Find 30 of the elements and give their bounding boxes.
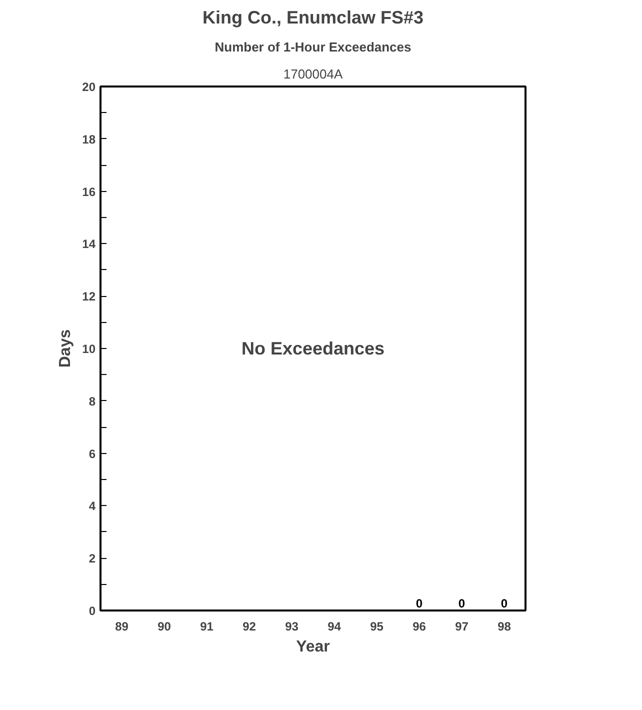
y-tick-label: 6 <box>88 446 96 461</box>
x-tick-label: 96 <box>412 620 426 634</box>
x-tick-label: 93 <box>285 620 299 634</box>
y-tick-label: 12 <box>82 290 96 304</box>
x-tick-label: 89 <box>115 620 129 634</box>
x-tick-label: 94 <box>328 620 342 634</box>
text: 1700004A <box>283 66 343 82</box>
y-tick-label: 0 <box>88 604 96 618</box>
x-tick-label: 91 <box>200 620 214 634</box>
x-tick-label: 95 <box>370 620 384 634</box>
y-axis-title: Days <box>57 329 74 368</box>
y-tick-label: 14 <box>82 237 96 252</box>
annotation: No Exceedances <box>241 338 385 358</box>
data-label: 0 <box>458 596 466 610</box>
y-tick-label: 10 <box>82 342 96 356</box>
data-label: 0 <box>416 596 423 610</box>
y-tick-label: 8 <box>88 394 96 408</box>
y-tick-label: 2 <box>88 552 96 566</box>
x-tick-label: 90 <box>158 620 172 634</box>
y-tick-label: 4 <box>88 499 96 514</box>
x-tick-label: 92 <box>242 620 256 634</box>
x-tick-label: 98 <box>498 620 512 634</box>
chart-title: King Co., Enumclaw FS#3 <box>202 8 424 28</box>
x-tick-label: 97 <box>455 620 469 634</box>
chart-subtitle: Number of 1-Hour Exceedances <box>214 40 412 54</box>
data-label: 0 <box>500 596 508 610</box>
x-axis-title: Year <box>296 638 330 656</box>
y-tick-label: 16 <box>82 184 96 199</box>
y-tick-label: 20 <box>82 80 96 94</box>
y-tick-label: 18 <box>82 132 96 146</box>
